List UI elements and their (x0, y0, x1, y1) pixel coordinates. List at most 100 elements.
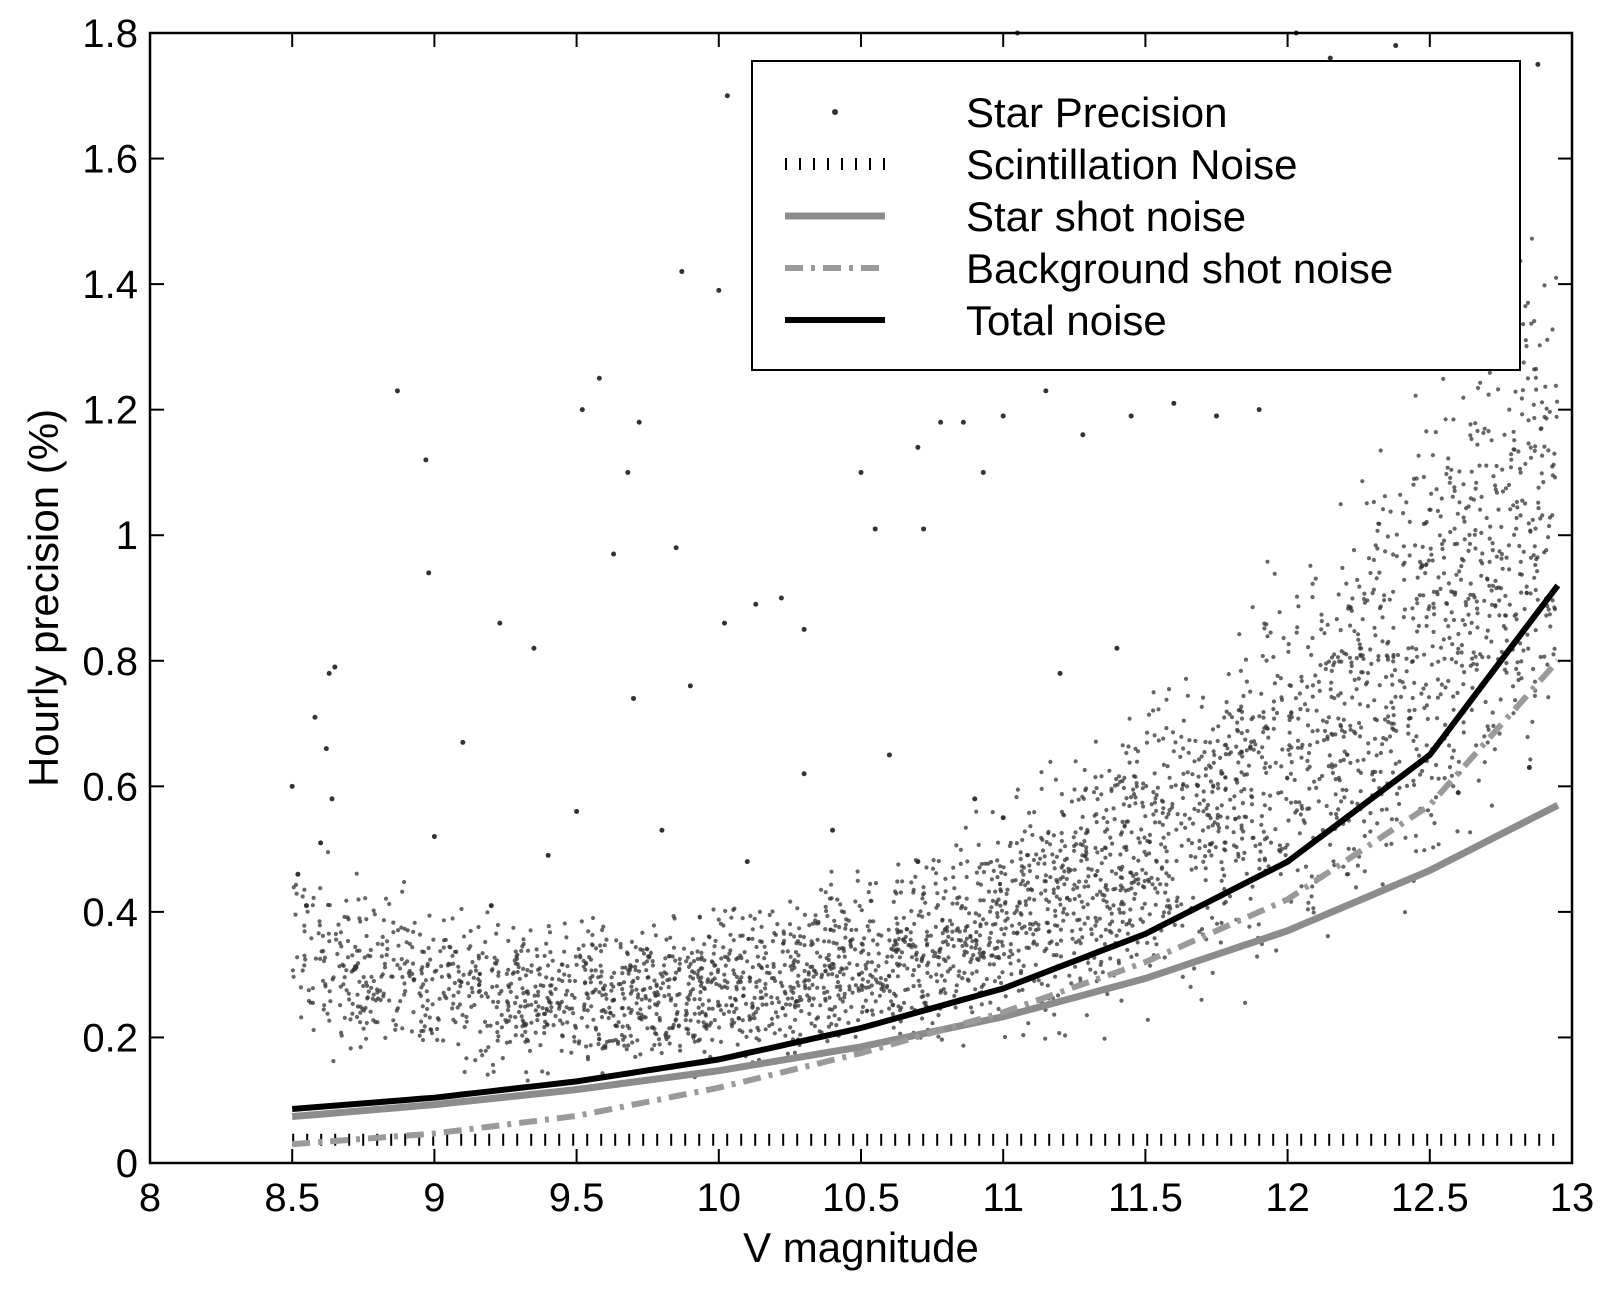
star-precision-point (699, 950, 704, 956)
star-precision-point (1008, 948, 1013, 954)
star-precision-point (1507, 567, 1512, 572)
star-precision-point (1375, 821, 1380, 826)
star-precision-point (1052, 1012, 1057, 1017)
star-precision-point (381, 918, 386, 923)
star-precision-point (441, 990, 446, 996)
star-precision-point (1298, 812, 1303, 817)
star-precision-point (654, 1032, 659, 1037)
star-precision-point (525, 989, 530, 994)
star-precision-point (780, 983, 785, 989)
star-precision-point (1295, 745, 1301, 750)
star-precision-point (1467, 541, 1473, 547)
star-precision-point (1391, 652, 1396, 658)
star-precision-point (430, 1002, 435, 1007)
star-precision-point (476, 953, 481, 958)
star-precision-point (750, 965, 755, 970)
star-precision-point (673, 545, 679, 551)
star-precision-point (690, 969, 695, 974)
star-precision-point (1390, 770, 1396, 775)
star-precision-point (513, 1000, 518, 1006)
star-precision-point (402, 992, 407, 997)
star-precision-point (1498, 697, 1503, 702)
star-precision-point (843, 926, 848, 931)
star-precision-point (622, 1013, 627, 1018)
star-precision-point (997, 975, 1002, 980)
star-precision-point (821, 985, 826, 990)
star-precision-point (1108, 852, 1113, 857)
star-precision-point (977, 947, 982, 952)
star-precision-point (1464, 603, 1469, 608)
star-precision-point (1216, 825, 1222, 830)
star-precision-point (1113, 886, 1118, 891)
star-precision-point (1031, 857, 1036, 863)
star-precision-point (836, 954, 841, 959)
star-precision-point (546, 924, 551, 929)
star-precision-point (1394, 817, 1399, 822)
star-precision-point (1103, 855, 1108, 860)
star-precision-point (1424, 743, 1429, 748)
star-precision-point (494, 1005, 499, 1010)
star-precision-point (647, 1005, 652, 1010)
star-precision-point (1299, 884, 1304, 889)
star-precision-point (917, 983, 922, 988)
star-precision-point (744, 1034, 749, 1039)
star-precision-point (878, 976, 884, 981)
star-precision-point (1450, 755, 1455, 760)
star-precision-point (763, 951, 769, 956)
star-precision-point (1442, 776, 1447, 781)
star-precision-point (1463, 600, 1468, 605)
star-precision-point (1354, 687, 1359, 692)
star-precision-point (989, 877, 995, 882)
star-precision-point (633, 967, 638, 973)
star-precision-point (1180, 923, 1185, 928)
star-precision-point (1413, 543, 1418, 548)
star-precision-point (1492, 747, 1497, 752)
star-precision-point (1058, 938, 1064, 943)
star-precision-point (798, 934, 803, 939)
star-precision-point (995, 840, 1001, 845)
star-precision-point (922, 1000, 927, 1006)
star-precision-point (447, 944, 452, 949)
star-precision-point (634, 1001, 639, 1006)
star-precision-point (1075, 885, 1080, 890)
star-precision-point (516, 1009, 522, 1015)
star-precision-point (731, 907, 736, 913)
star-precision-point (692, 997, 697, 1002)
star-precision-point (1293, 800, 1298, 805)
star-precision-point (869, 983, 874, 988)
star-precision-point (951, 875, 956, 880)
star-precision-point (1472, 532, 1477, 537)
star-precision-point (1287, 730, 1292, 735)
star-precision-point (754, 984, 759, 989)
star-precision-point (1452, 592, 1457, 597)
star-precision-point (302, 887, 307, 892)
star-precision-point (1387, 597, 1392, 602)
star-precision-point (321, 949, 326, 954)
star-precision-point (1423, 571, 1428, 576)
star-precision-point (1117, 928, 1122, 933)
star-precision-point (750, 936, 755, 941)
star-precision-point (1520, 388, 1525, 393)
star-precision-point (977, 951, 982, 956)
star-precision-point (830, 827, 836, 833)
star-precision-point (1283, 853, 1288, 858)
star-precision-point (782, 962, 787, 968)
star-precision-point (864, 966, 869, 971)
star-precision-point (1118, 910, 1123, 915)
star-precision-point (1382, 598, 1387, 603)
star-precision-point (1070, 936, 1075, 941)
star-precision-point (1439, 682, 1444, 687)
star-precision-point (630, 988, 635, 994)
star-precision-point (1447, 743, 1452, 748)
star-precision-point (358, 1020, 363, 1025)
star-precision-point (1081, 905, 1086, 910)
star-precision-point (464, 1019, 469, 1024)
star-precision-point (1102, 1036, 1107, 1041)
star-precision-point (778, 980, 784, 985)
star-precision-point (1135, 940, 1140, 945)
star-precision-point (1391, 659, 1396, 664)
star-precision-point (456, 1042, 461, 1047)
star-precision-point (1526, 521, 1531, 526)
star-precision-point (1523, 338, 1528, 343)
star-precision-point (1133, 891, 1138, 896)
